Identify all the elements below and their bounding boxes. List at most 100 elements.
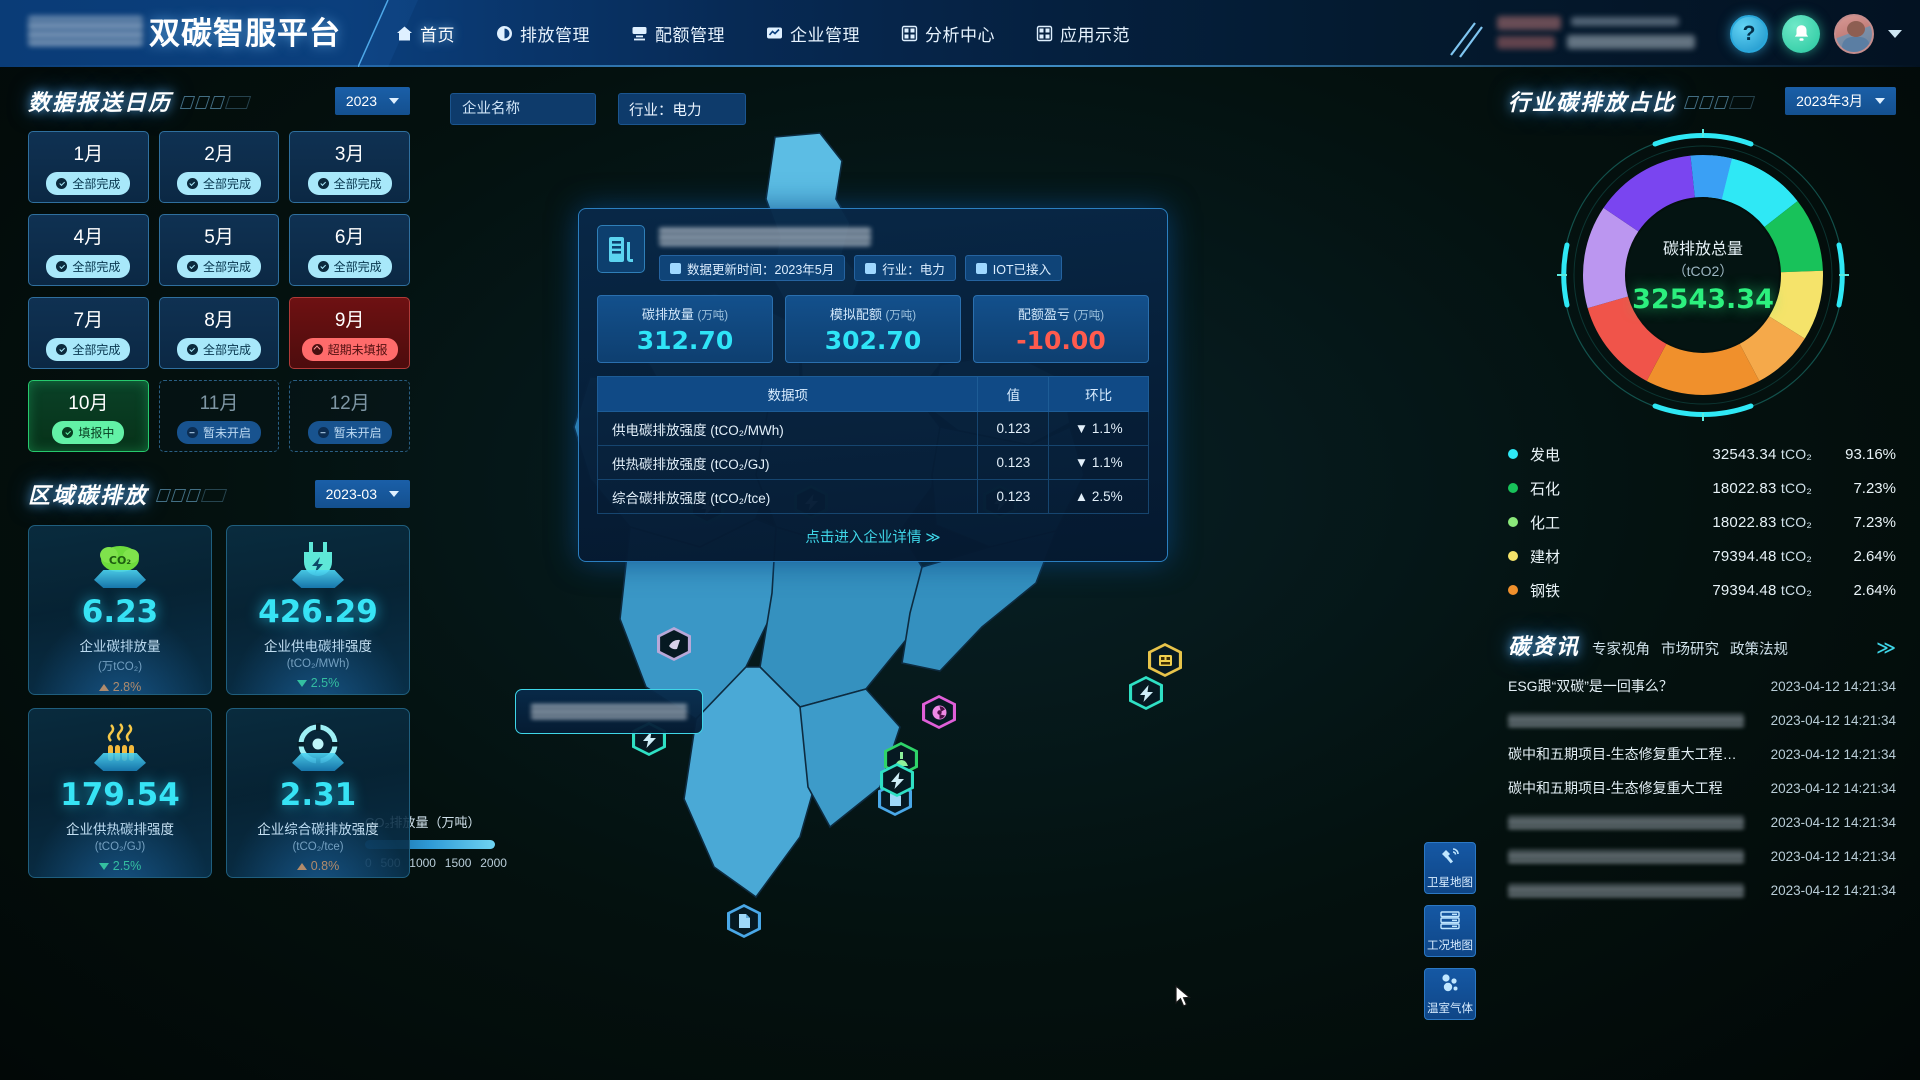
nav-item-home[interactable]: 首页	[392, 15, 459, 52]
svg-text:CO₂: CO₂	[109, 554, 131, 567]
nav-item-application[interactable]: 应用示范	[1032, 15, 1134, 52]
region-metric-grid: CO₂ 6.23 企业碳排放量 (万tCO₂) 2.8% 426.29 企业供电碳排强度 (t…	[28, 525, 410, 878]
legend-value: 79394.48 tCO₂	[1712, 547, 1812, 565]
donut-segment-9[interactable]	[1690, 155, 1733, 200]
metric-unit: (tCO₂/MWh)	[286, 658, 350, 670]
avatar[interactable]	[1834, 13, 1874, 54]
marker-nuclear-icon	[922, 695, 956, 729]
province-map[interactable]: 数据更新时间：2023年5月 行业：电力 IOT已接入 碳排放量 (万吨) 312.7…	[365, 67, 1490, 1080]
industry-select[interactable]: 行业：电力	[618, 93, 746, 125]
month-label: 10月	[68, 393, 109, 414]
double-chevron-right-icon[interactable]: ≫	[1876, 638, 1896, 659]
map-marker-building[interactable]	[1148, 643, 1182, 677]
help-icon[interactable]: ?	[1730, 14, 1768, 53]
calendar-month-11[interactable]: 11月 暂未开启	[158, 380, 280, 452]
nav-label: 排放管理	[520, 26, 590, 45]
status-dot-icon	[311, 344, 323, 355]
chip-label: 数据更新时间：2023年5月	[687, 262, 835, 277]
status-text: 填报中	[78, 426, 115, 440]
donut-segment-2[interactable]	[1764, 201, 1823, 273]
calendar-month-9[interactable]: 9月 超期未填报	[289, 297, 410, 369]
calendar-month-12[interactable]: 12月 暂未开启	[289, 380, 410, 452]
news-item-7[interactable]: 2023-04-12 14:21:34	[1508, 873, 1896, 907]
info-chip-3: IOT已接入	[964, 255, 1063, 281]
main-nav[interactable]: 首页 排放管理 配额管理 企业管理	[392, 0, 1134, 67]
reporting-calendar-grid[interactable]: 1月 全部完成 2月 全部完成 3月 全部完成 4月 全部完成 5月 全部完成 6月 全部完成 7月 全部…	[28, 131, 410, 452]
news-item-4[interactable]: 碳中和五期项目-生态修复重大工程 2023-04-12 14:21:34	[1508, 771, 1896, 805]
map-marker-nuclear[interactable]	[922, 695, 956, 729]
calendar-month-7[interactable]: 7月全部完成	[28, 297, 149, 369]
legend-value: 18022.83 tCO₂	[1712, 479, 1812, 497]
map-filters[interactable]: 行业：电力	[450, 93, 746, 125]
calendar-month-10[interactable]: 10月填报中	[28, 380, 149, 452]
map-marker-metal[interactable]	[657, 627, 691, 661]
legend-gradient-bar	[365, 840, 495, 849]
nav-item-analysis[interactable]: 分析中心	[897, 15, 999, 52]
donut-segment-4[interactable]	[1739, 316, 1805, 381]
news-item-6[interactable]: 2023-04-12 14:21:34	[1508, 839, 1896, 873]
condition-map-button[interactable]: 工况地图	[1424, 905, 1476, 957]
status-dot-icon	[186, 344, 198, 355]
donut-segment-10[interactable]	[1721, 158, 1787, 219]
news-tab-3[interactable]: 政策法规	[1730, 642, 1789, 658]
info-stat-1: 碳排放量 (万吨) 312.70	[597, 295, 773, 363]
news-tabs[interactable]: 专家视角 市场研究 政策法规	[1592, 638, 1788, 659]
map-tool-buttons[interactable]: 卫星地图 工况地图	[1424, 842, 1476, 1020]
donut-segment-8[interactable]	[1603, 155, 1695, 232]
news-item-1[interactable]: ESG跟“双碳”是一回事么？ 2023-04-12 14:21:34	[1508, 669, 1896, 703]
month-label: 7月	[73, 310, 104, 331]
donut-segment-3[interactable]	[1769, 270, 1823, 339]
search-input[interactable]	[450, 93, 596, 125]
calendar-month-5[interactable]: 5月 全部完成	[158, 214, 280, 286]
enterprise-info-popup[interactable]: 数据更新时间：2023年5月 行业：电力 IOT已接入 碳排放量 (万吨) 312.7…	[578, 208, 1168, 562]
region-month-select[interactable]: 2023-03	[314, 480, 410, 508]
month-label: 1月	[73, 144, 104, 165]
nav-item-enterprise[interactable]: 企业管理	[762, 15, 864, 52]
nav-item-quota[interactable]: 配额管理	[627, 15, 729, 52]
industry-month-select[interactable]: 2023年3月	[1785, 87, 1896, 115]
status-dot-icon	[186, 261, 198, 272]
donut-segment-7[interactable]	[1583, 207, 1639, 309]
metric-unit: (tCO₂/tce)	[292, 841, 344, 853]
tool-label: 工况地图	[1427, 940, 1473, 952]
marker-building-icon	[1148, 643, 1182, 677]
month-label: 12月	[329, 393, 370, 414]
calendar-month-6[interactable]: 6月 全部完成	[289, 214, 410, 286]
metric-unit: (万tCO₂)	[97, 661, 143, 673]
nav-item-emission[interactable]: 排放管理	[492, 15, 594, 52]
greenhouse-gas-button[interactable]: 温室气体	[1424, 968, 1476, 1020]
enterprise-detail-link[interactable]: 点击进入企业详情 ≫	[805, 530, 941, 546]
marker-doc-icon	[727, 904, 761, 938]
news-tab-2[interactable]: 市场研究	[1661, 642, 1720, 658]
calendar-month-1[interactable]: 1月 全部完成	[28, 131, 149, 203]
satellite-map-button[interactable]: 卫星地图	[1424, 842, 1476, 894]
calendar-month-3[interactable]: 3月 全部完成	[289, 131, 410, 203]
donut-segment-6[interactable]	[1587, 296, 1667, 381]
donut-segment-5[interactable]	[1646, 343, 1760, 395]
calendar-month-2[interactable]: 2月 全部完成	[158, 131, 280, 203]
map-marker-doc[interactable]	[727, 904, 761, 938]
news-item-3[interactable]: 碳中和五期项目-生态修复重大工程… 2023-04-12 14:21:34	[1508, 737, 1896, 771]
bell-icon[interactable]	[1782, 14, 1820, 53]
news-item-5[interactable]: 2023-04-12 14:21:34	[1508, 805, 1896, 839]
month-status-badge: 填报中	[52, 421, 125, 444]
news-tab-1[interactable]: 专家视角	[1592, 642, 1651, 658]
map-marker-power[interactable]	[880, 763, 914, 797]
table-cell-item: 综合碳排放强度 (tCO₂/tce)	[596, 479, 979, 514]
news-list[interactable]: ESG跟“双碳”是一回事么？ 2023-04-12 14:21:34 2023-04…	[1508, 669, 1896, 907]
metric-card-3: 179.54 企业供热碳排强度 (tCO₂/GJ) 2.5%	[28, 708, 212, 878]
title-decoration	[155, 489, 228, 502]
chevron-down-icon[interactable]	[1888, 29, 1902, 38]
news-item-2[interactable]: 2023-04-12 14:21:34	[1508, 703, 1896, 737]
tool-label: 温室气体	[1427, 1003, 1473, 1015]
region-emission-section: 区域碳排放 2023-03 CO₂ 6.23 企业碳排放量 (万tCO₂) 2.8% 42…	[28, 478, 410, 878]
legend-value: 18022.83 tCO₂	[1712, 513, 1812, 531]
calendar-month-8[interactable]: 8月 全部完成	[158, 297, 280, 369]
table-header-cell: 环比	[1048, 376, 1149, 412]
calendar-month-4[interactable]: 4月 全部完成	[28, 214, 149, 286]
calendar-year-select[interactable]: 2023	[334, 87, 410, 115]
map-marker-power[interactable]	[1129, 676, 1163, 710]
metric-name: 企业碳排放量	[79, 639, 161, 654]
month-status-badge: 全部完成	[46, 338, 131, 361]
stat-value: 312.70	[636, 325, 734, 355]
